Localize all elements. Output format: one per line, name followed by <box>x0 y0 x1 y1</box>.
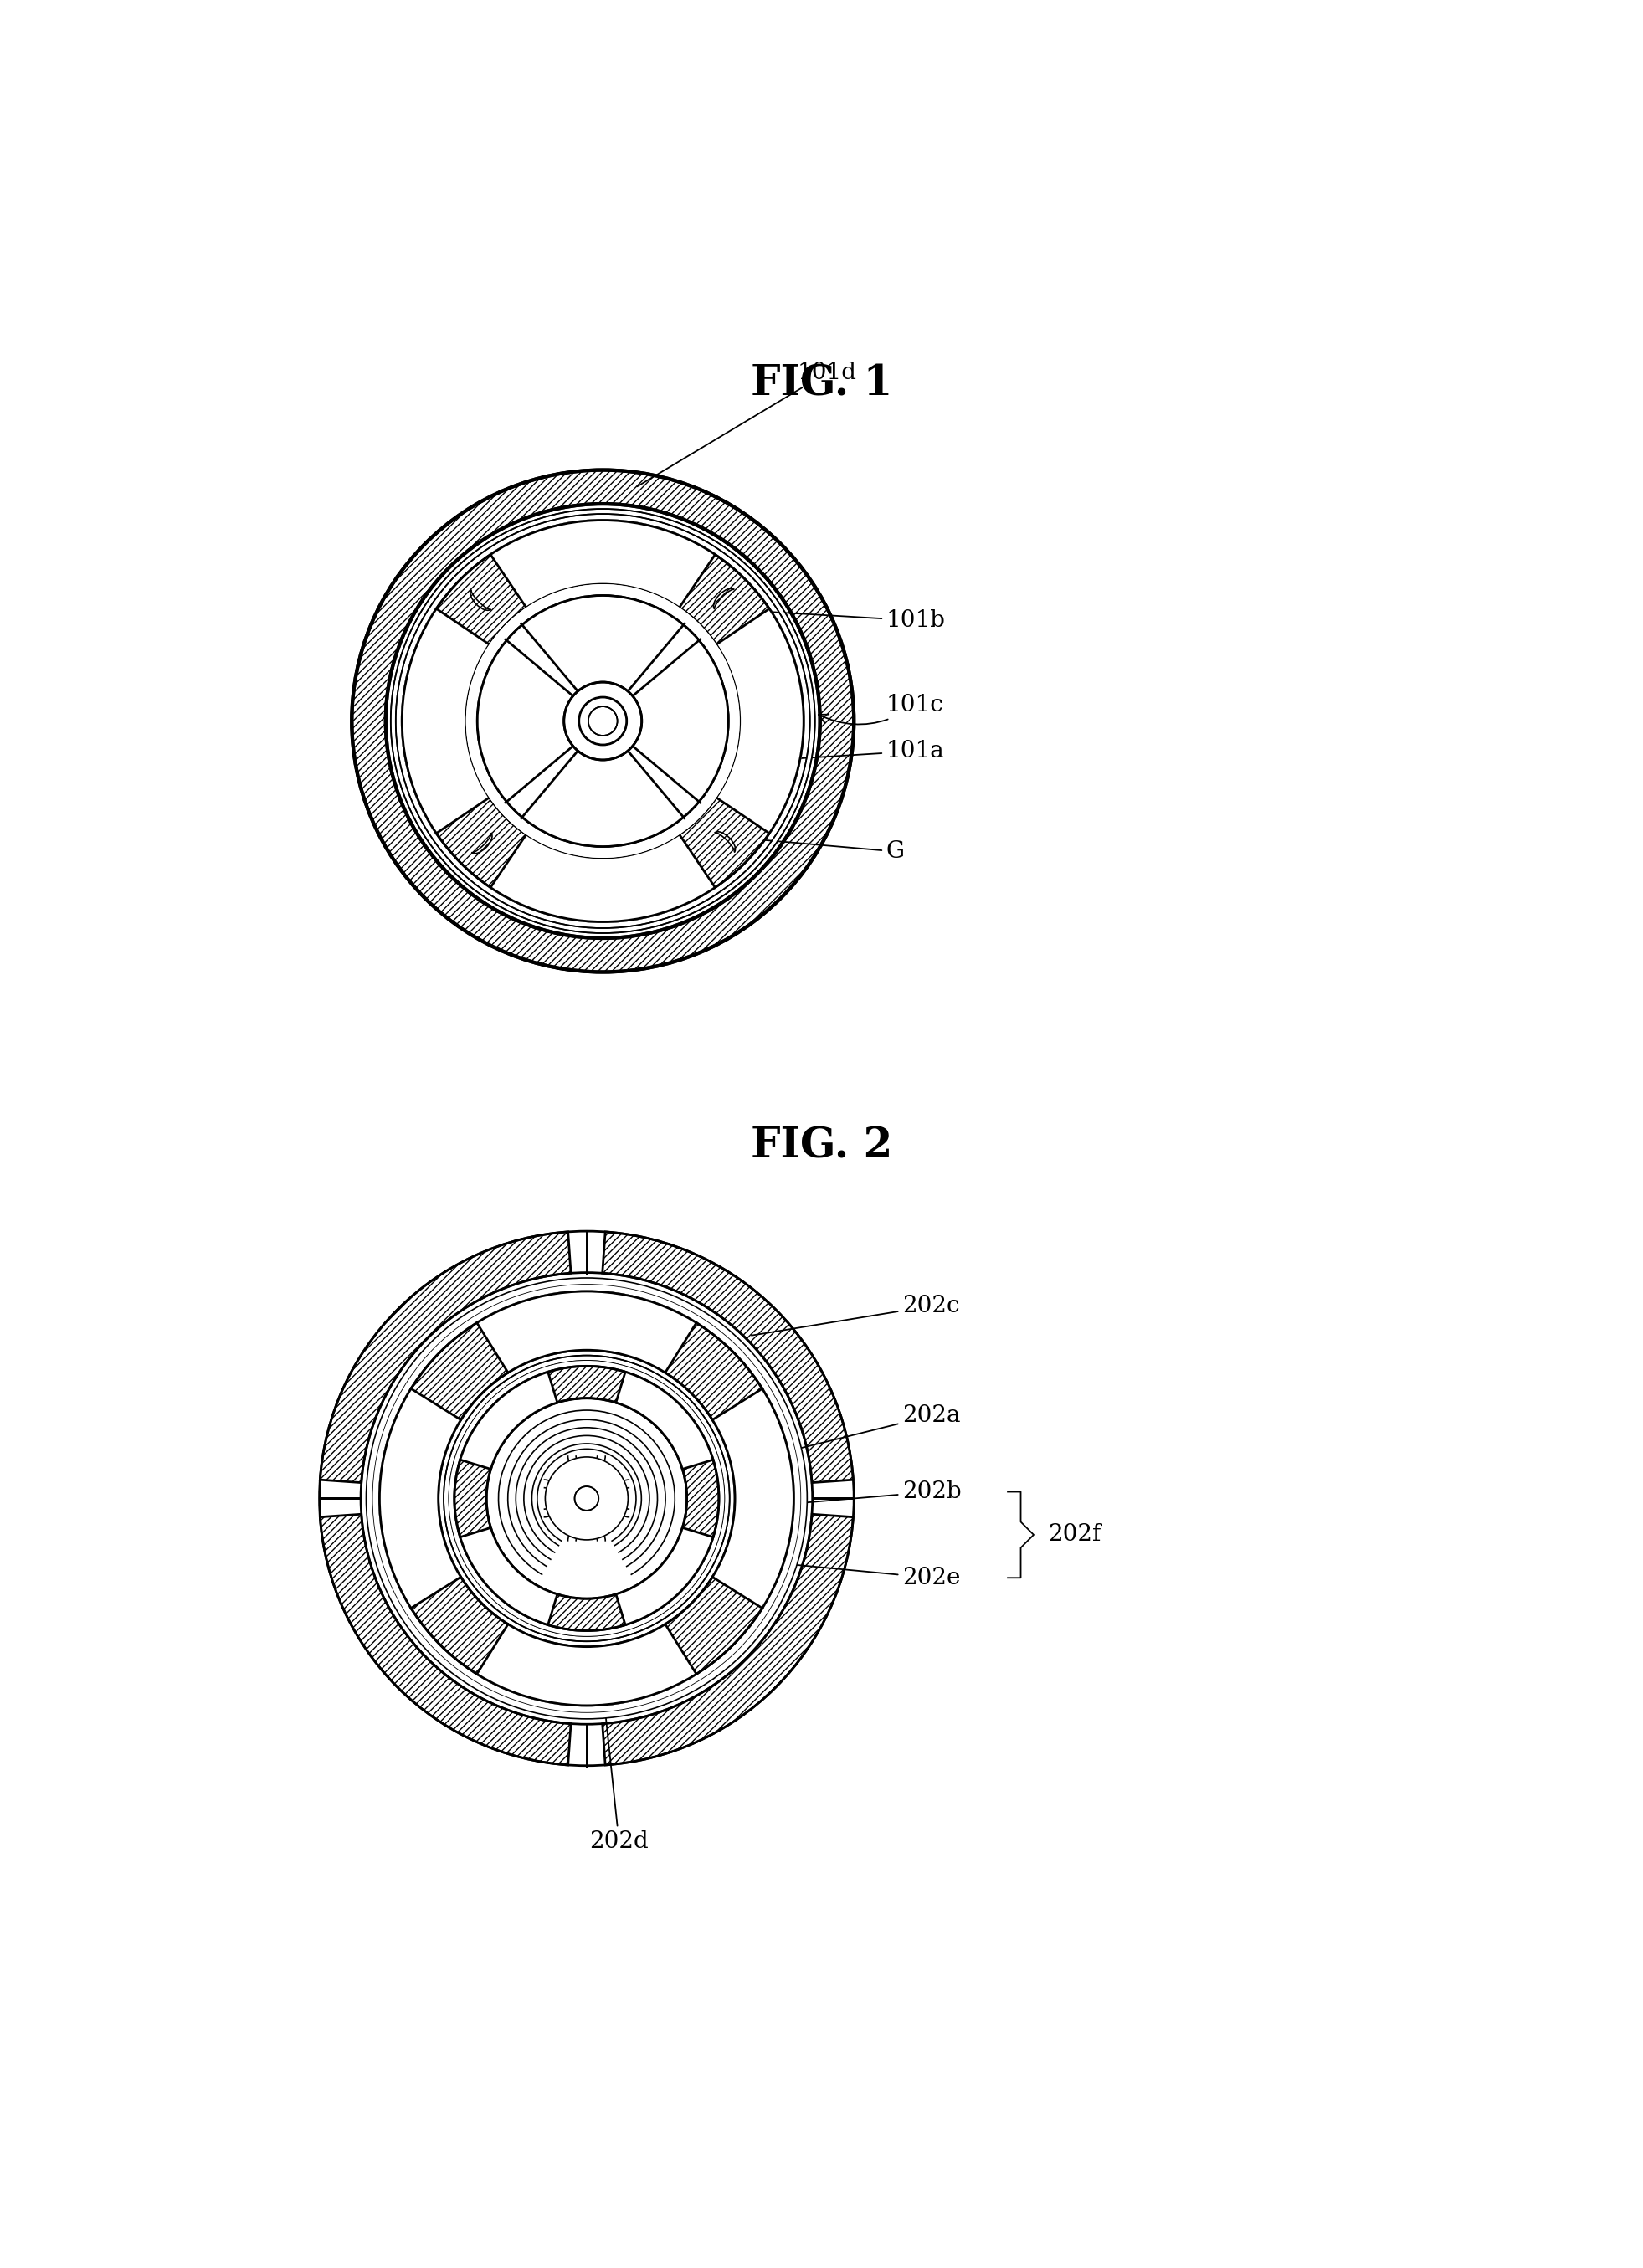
Text: 202c: 202c <box>751 1295 960 1336</box>
Text: 202e: 202e <box>679 1554 961 1590</box>
Wedge shape <box>564 683 642 760</box>
Wedge shape <box>444 1356 729 1642</box>
Wedge shape <box>603 721 728 846</box>
Text: 101b: 101b <box>749 610 946 633</box>
Wedge shape <box>320 1515 570 1765</box>
Wedge shape <box>455 1365 720 1631</box>
Wedge shape <box>711 1388 795 1608</box>
Wedge shape <box>490 519 716 608</box>
Wedge shape <box>476 1624 697 1706</box>
Wedge shape <box>603 596 728 721</box>
Wedge shape <box>366 1277 807 1719</box>
Wedge shape <box>401 608 490 835</box>
Wedge shape <box>522 596 683 696</box>
Wedge shape <box>490 835 716 923</box>
Circle shape <box>545 1456 628 1540</box>
Text: G: G <box>669 832 905 862</box>
Text: 101c: 101c <box>818 694 943 723</box>
Circle shape <box>449 1361 725 1635</box>
Text: 101a: 101a <box>695 739 945 764</box>
Text: 202d: 202d <box>590 1692 649 1853</box>
Circle shape <box>373 1284 800 1712</box>
Wedge shape <box>460 1372 557 1470</box>
Circle shape <box>319 1232 854 1767</box>
Circle shape <box>352 469 854 973</box>
Wedge shape <box>478 721 603 846</box>
Wedge shape <box>478 640 578 801</box>
Wedge shape <box>460 1529 557 1626</box>
Text: FIG. 1: FIG. 1 <box>751 363 892 404</box>
Text: 202f: 202f <box>1048 1524 1101 1547</box>
Text: 202b: 202b <box>702 1481 961 1510</box>
Wedge shape <box>467 585 739 857</box>
Wedge shape <box>320 1232 570 1483</box>
Wedge shape <box>716 608 805 835</box>
Wedge shape <box>616 1372 713 1470</box>
Text: 101d: 101d <box>637 361 856 485</box>
Circle shape <box>588 705 618 735</box>
Wedge shape <box>476 1290 697 1372</box>
Wedge shape <box>403 519 803 921</box>
Circle shape <box>490 1402 683 1594</box>
Wedge shape <box>380 1290 794 1706</box>
Wedge shape <box>378 1388 462 1608</box>
Circle shape <box>575 1486 598 1510</box>
Wedge shape <box>522 746 683 846</box>
Circle shape <box>478 596 728 846</box>
Wedge shape <box>352 469 854 973</box>
Circle shape <box>467 585 739 857</box>
Wedge shape <box>616 1529 713 1626</box>
Wedge shape <box>603 1232 853 1483</box>
Text: FIG. 2: FIG. 2 <box>751 1127 892 1168</box>
Wedge shape <box>391 508 815 932</box>
Text: 202a: 202a <box>751 1404 961 1461</box>
Wedge shape <box>478 596 603 721</box>
Wedge shape <box>628 640 728 801</box>
Wedge shape <box>603 1515 853 1765</box>
